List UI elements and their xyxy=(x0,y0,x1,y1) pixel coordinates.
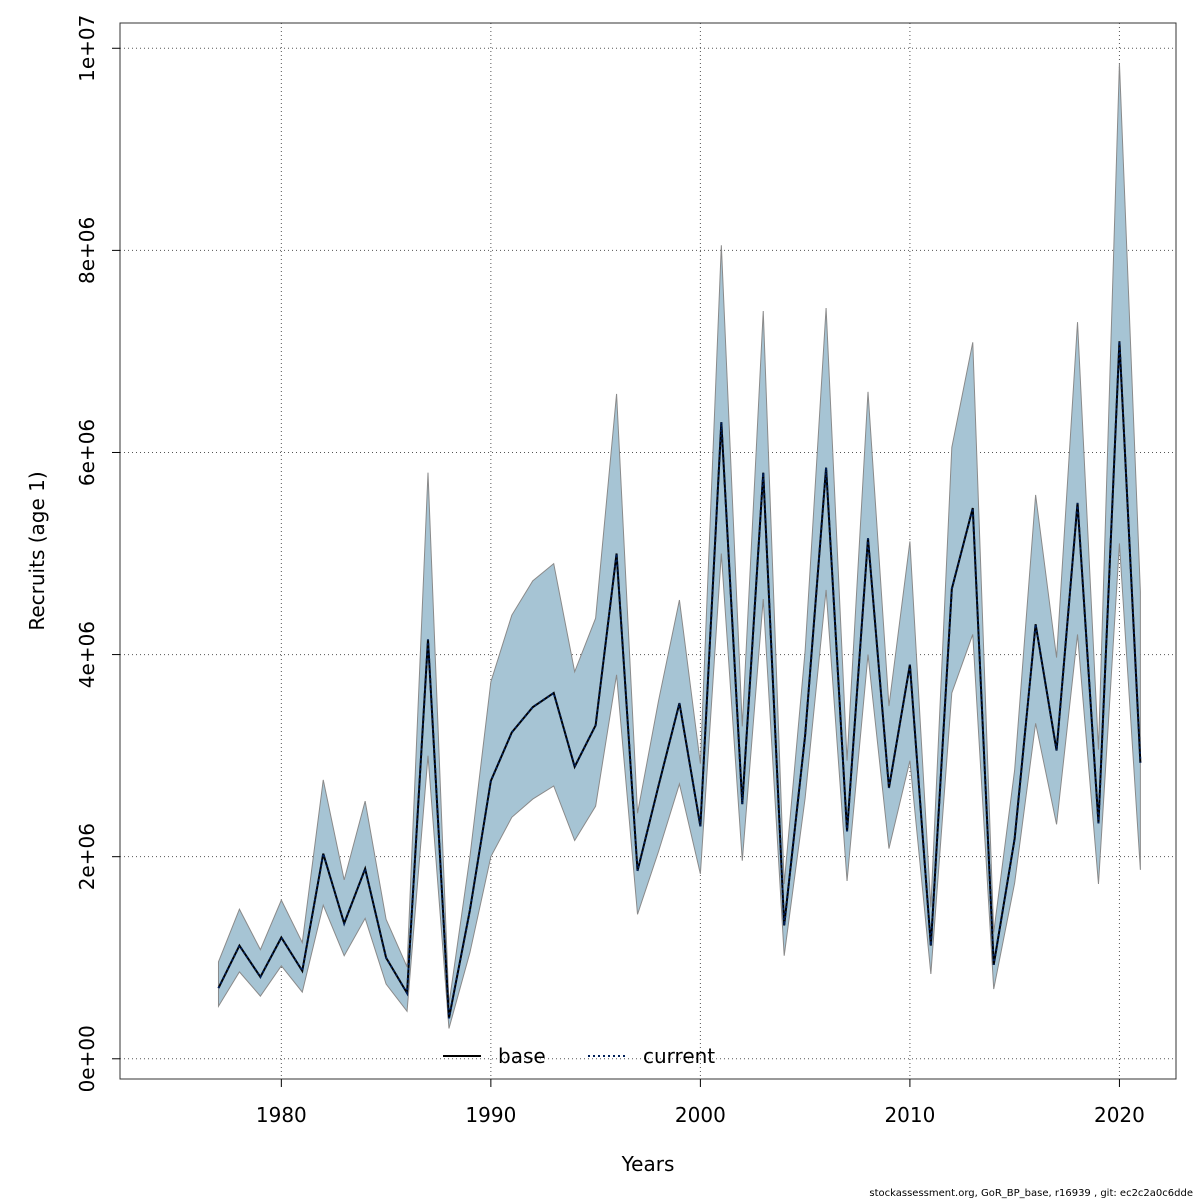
confidence-band xyxy=(217,63,1141,1029)
x-tick-label: 2010 xyxy=(884,1103,935,1127)
legend-label-current: current xyxy=(643,1044,715,1068)
y-tick-label: 1e+07 xyxy=(75,15,99,82)
x-tick-label: 1990 xyxy=(465,1103,516,1127)
x-tick-label: 1980 xyxy=(256,1103,307,1127)
y-tick-label: 4e+06 xyxy=(75,621,99,688)
plot-frame xyxy=(119,22,1177,1080)
y-tick-label: 0e+00 xyxy=(75,1025,99,1092)
y-tick-label: 6e+06 xyxy=(75,419,99,486)
y-axis-title: Recruits (age 1) xyxy=(25,471,49,630)
series-layer xyxy=(217,341,1142,1019)
x-axis-title: Years xyxy=(621,1152,675,1176)
axes-layer: 1980 1990 2000 2010 2020 0e+00 2e+06 4e+06 6e+06… xyxy=(75,15,1145,1127)
x-tick-label: 2020 xyxy=(1094,1103,1145,1127)
legend: base current xyxy=(443,1044,715,1068)
x-tick-label: 2000 xyxy=(675,1103,726,1127)
legend-label-base: base xyxy=(498,1044,546,1068)
y-tick-label: 2e+06 xyxy=(75,823,99,890)
y-tick-label: 8e+06 xyxy=(75,217,99,284)
series-line-base xyxy=(217,341,1142,1019)
footer-note: stockassessment.org, GoR_BP_base, r16939… xyxy=(869,1188,1193,1199)
